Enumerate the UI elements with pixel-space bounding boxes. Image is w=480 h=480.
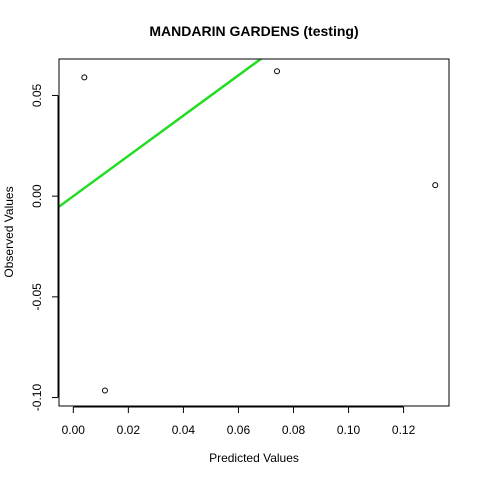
y-axis-label: Observed Values [2,186,16,277]
x-axis-label: Predicted Values [209,451,299,465]
x-axis: 0.00 0.02 0.04 0.06 0.08 0.10 0.12 [62,406,416,437]
y-tick-label: 0.00 [30,184,44,208]
reference-line [59,59,263,208]
y-tick-label: -0.10 [30,384,44,412]
x-tick-label: 0.12 [392,423,416,437]
x-tick-label: 0.04 [172,423,196,437]
x-tick-label: 0.00 [62,423,86,437]
data-point-3 [101,387,108,394]
chart-title: MANDARIN GARDENS (testing) [149,23,358,39]
x-tick-label: 0.02 [117,423,141,437]
x-tick-label: 0.06 [227,423,251,437]
y-tick-label: 0.05 [30,83,44,107]
data-point-2 [273,68,280,75]
x-tick-label: 0.08 [282,423,306,437]
data-point-1 [81,74,88,81]
plot-frame [58,58,450,407]
x-tick-label: 0.10 [337,423,361,437]
y-tick-label: -0.05 [30,283,44,311]
y-axis: -0.10 -0.05 0.00 0.05 [30,83,59,412]
plot-region [59,59,439,394]
data-point-4 [432,182,439,189]
